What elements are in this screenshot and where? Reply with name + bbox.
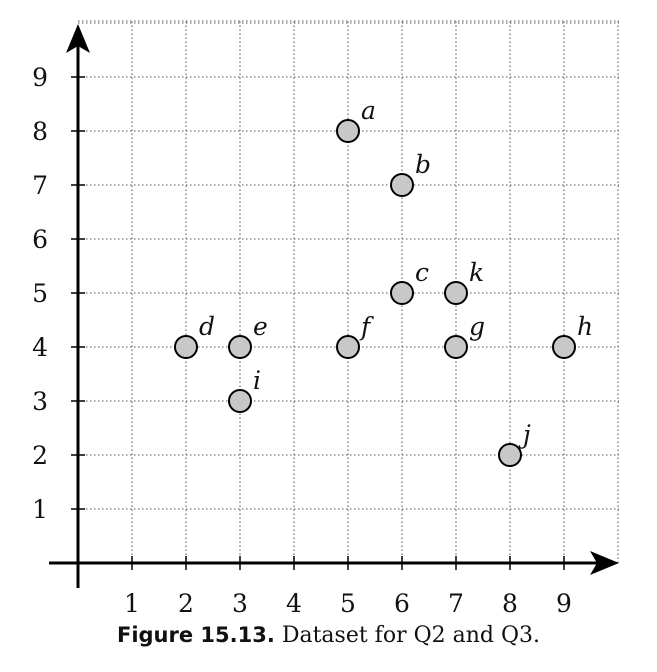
data-point-g — [444, 335, 468, 359]
y-tick-label: 6 — [32, 225, 48, 254]
x-tick-label: 5 — [340, 589, 356, 618]
scatter-chart: 1 2 3 4 5 6 7 8 9 1 2 3 4 5 6 7 8 9 a b c d e f g h i j k — [32, 20, 619, 618]
y-tick-label: 7 — [32, 171, 48, 200]
y-tick-label: 4 — [32, 333, 48, 362]
point-label-e: e — [253, 312, 268, 341]
x-tick-label: 2 — [178, 589, 194, 618]
point-label-c: c — [415, 258, 429, 287]
point-label-g: g — [469, 312, 485, 341]
y-tick-label: 2 — [32, 441, 48, 470]
point-label-a: a — [361, 96, 376, 125]
x-tick-label: 7 — [448, 589, 464, 618]
x-axis-arrow — [590, 551, 619, 575]
point-label-f: f — [359, 312, 374, 341]
point-label-j: j — [518, 420, 531, 449]
x-tick-label: 1 — [124, 589, 140, 618]
x-tick-label: 4 — [286, 589, 302, 618]
data-point-i — [228, 389, 252, 413]
data-point-a — [336, 119, 360, 143]
y-tick-label: 5 — [32, 279, 48, 308]
tick-labels: 1 2 3 4 5 6 7 8 9 1 2 3 4 5 6 7 8 9 — [32, 63, 572, 618]
data-point-f — [336, 335, 360, 359]
point-label-h: h — [577, 312, 593, 341]
caption-number: Figure 15.13. — [116, 623, 275, 647]
data-point-d — [174, 335, 198, 359]
data-point-k — [444, 281, 468, 305]
y-tick-label: 9 — [32, 63, 48, 92]
data-point-c — [390, 281, 414, 305]
point-labels: a b c d e f g h i j k — [199, 96, 593, 449]
figure-caption: Figure 15.13. Dataset for Q2 and Q3. — [0, 623, 657, 648]
x-tick-label: 9 — [556, 589, 572, 618]
tick-marks — [71, 76, 565, 570]
axes — [49, 24, 619, 588]
point-label-d: d — [199, 312, 215, 341]
caption-text: Dataset for Q2 and Q3. — [281, 623, 540, 648]
point-label-b: b — [415, 150, 431, 179]
point-label-k: k — [469, 258, 484, 287]
grid — [78, 20, 619, 563]
x-tick-label: 8 — [502, 589, 518, 618]
point-label-i: i — [253, 366, 261, 395]
data-point-b — [390, 173, 414, 197]
data-point-h — [552, 335, 576, 359]
data-point-j — [498, 443, 522, 467]
y-axis-arrow — [66, 24, 90, 53]
data-points — [174, 119, 576, 467]
y-tick-label: 8 — [32, 117, 48, 146]
y-tick-label: 3 — [32, 387, 48, 416]
x-tick-label: 3 — [232, 589, 248, 618]
x-tick-label: 6 — [394, 589, 410, 618]
y-tick-label: 1 — [32, 495, 48, 524]
data-point-e — [228, 335, 252, 359]
